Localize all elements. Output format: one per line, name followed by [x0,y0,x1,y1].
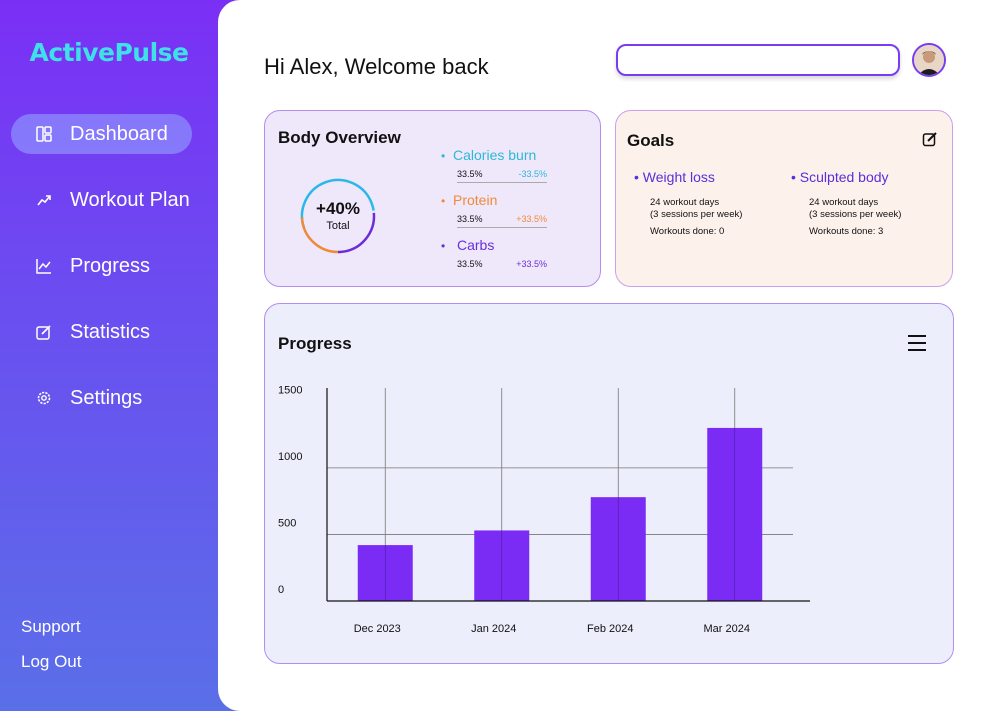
goals-card: Goals • Weight loss 24 workout days (3 s… [615,110,953,287]
total-percent: +40% [316,199,360,218]
support-link[interactable]: Support [21,617,81,636]
x-tick-label: Mar 2024 [704,623,750,635]
progress-card: Progress 0 500 1000 1500 Dec 2023 Jan 2024 Feb… [264,303,954,664]
sidebar-item-progress[interactable]: Progress [11,246,192,286]
dashboard-icon [36,126,52,142]
progress-bar-chart: 0 500 1000 1500 Dec 2023 Jan 2024 Feb 2024 Mar … [278,384,810,635]
metric-protein-value: 33.5% [457,214,483,224]
metric-carbs-row: 33.5% +33.5% [457,259,547,273]
metric-protein-change: +33.5% [516,214,547,224]
bullet-icon: • [441,239,446,253]
sidebar-item-label: Statistics [70,320,151,343]
goal-weight-loss-details: 24 workout days (3 sessions per week) [650,197,743,220]
edit-square-icon [36,324,52,340]
goal-weight-loss: • Weight loss [634,169,715,185]
logout-link[interactable]: Log Out [21,652,82,671]
metric-calories-value: 33.5% [457,169,483,179]
main-content: Hi Alex, Welcome back Body Overview +40%… [218,0,1000,711]
brand-logo: ActivePulse [29,38,189,67]
sidebar: ActivePulse Dashboard Workout Plan Progr… [0,0,218,711]
sidebar-item-statistics[interactable]: Statistics [11,312,192,352]
metric-protein-label: Protein [453,192,498,208]
bullet-icon: • [441,194,446,208]
x-tick-label: Dec 2023 [354,623,401,635]
sidebar-item-label: Dashboard [70,122,168,145]
metric-calories-label: Calories burn [453,147,537,163]
goal-weight-loss-done: Workouts done: 0 [650,226,725,237]
x-tick-label: Jan 2024 [471,623,516,635]
y-tick-label: 500 [278,517,296,529]
progress-title: Progress [278,334,352,353]
gear-icon [36,390,52,406]
sidebar-item-label: Settings [70,386,143,409]
sidebar-item-settings[interactable]: Settings [11,378,192,418]
x-tick-label: Feb 2024 [587,623,633,635]
edit-icon[interactable] [922,131,938,147]
total-ring-chart [300,178,376,254]
search-input[interactable] [616,44,900,76]
metric-carbs-label: Carbs [457,237,495,253]
goal-sculpted-body-done: Workouts done: 3 [809,226,884,237]
line-chart-icon [36,258,52,274]
goal-sculpted-body: • Sculpted body [791,169,889,185]
metric-carbs-value: 33.5% [457,259,483,269]
trend-arrow-icon [36,192,52,208]
menu-icon[interactable] [907,334,927,352]
goals-title: Goals [627,131,675,150]
y-tick-label: 1000 [278,451,302,463]
y-tick-label: 1500 [278,384,302,396]
goal-sculpted-body-details: 24 workout days (3 sessions per week) [809,197,902,220]
total-label: Total [326,220,350,232]
sidebar-item-label: Workout Plan [70,188,190,211]
body-overview-card: Body Overview +40% Total • Calories burn… [264,110,601,287]
metric-calories-change: -33.5% [518,169,547,179]
sidebar-item-workout-plan[interactable]: Workout Plan [11,180,192,220]
bullet-icon: • [441,149,446,163]
user-avatar-icon [914,45,944,75]
metric-carbs-change: +33.5% [516,259,547,269]
body-overview-title: Body Overview [278,128,401,147]
page-title: Hi Alex, Welcome back [264,54,489,79]
metric-protein-row: 33.5% +33.5% [457,214,547,228]
y-tick-label: 0 [278,584,284,596]
metric-calories-row: 33.5% -33.5% [457,169,547,183]
sidebar-item-dashboard[interactable]: Dashboard [11,114,192,154]
sidebar-item-label: Progress [70,254,151,277]
avatar[interactable] [912,43,946,77]
